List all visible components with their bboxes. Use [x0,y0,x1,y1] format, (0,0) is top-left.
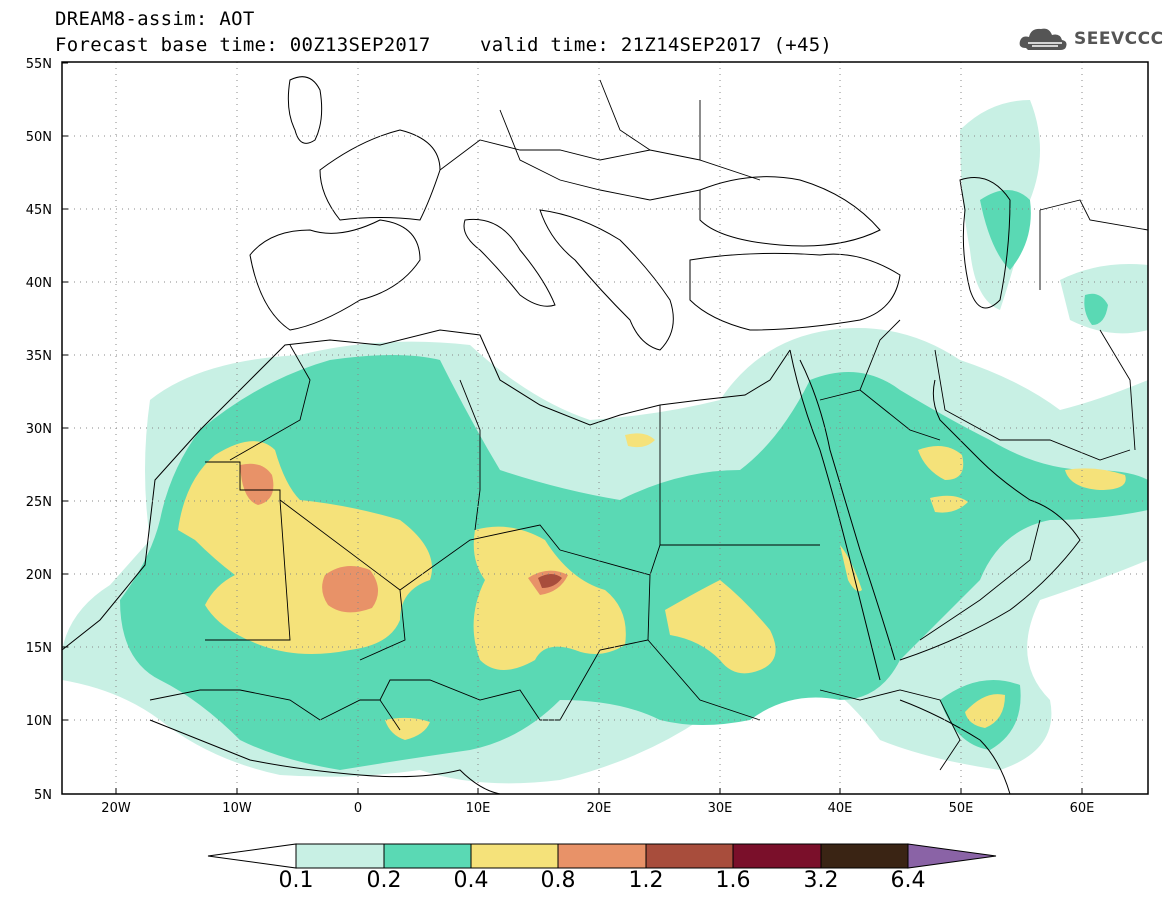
coastline-turkey [689,252,901,331]
border-morocco-algeria [229,344,311,461]
aot-band-0-4-libya [625,433,655,448]
coastline-horn [899,699,1011,794]
border-saudi-north [819,389,941,441]
map-title: DREAM8-assim: AOT [55,8,255,30]
colorbar-swatch [645,843,734,869]
latitude-labels: 5N 10N 15N 20N 25N 30N 35N 40N 45N 50N 5… [26,57,52,803]
coastline-france [319,129,441,221]
lon-label: 10W [222,801,252,816]
logo-text: SEEVCCC [1074,29,1164,49]
coastline-redsea-east [799,359,896,661]
colorbar-label: 0.8 [540,868,576,893]
aot-band-0-8-mali [322,566,379,613]
border-afghan [1099,329,1136,451]
coastline-north-africa [62,329,791,651]
colorbar-swatch [383,843,472,869]
border-algeria-libya [459,379,481,531]
colorbar-label: 1.2 [628,868,664,893]
aot-band-0-4-redsea [840,545,862,592]
coastline-gulf-of-guinea [149,719,501,794]
seevccc-logo: SEEVCCC [1018,24,1164,54]
aot-band-0-2 [120,355,1148,770]
colorbar-arrow-high [907,843,997,869]
country-borders [149,79,1148,771]
aot-band-0-4-nigeria [385,717,430,740]
colorbar-label: 0.2 [366,868,402,893]
colorbar-label: 0.1 [278,868,314,893]
lon-label: 0 [354,801,362,816]
lat-label: 55N [26,57,52,72]
lon-label: 30E [708,801,733,816]
border-iraq [859,319,901,391]
coastline-italy [463,218,556,307]
lat-label: 10N [26,714,52,729]
aot-band-0-8-mauritania [240,463,274,505]
colorbar-swatch [470,843,559,869]
border-iran [934,349,1131,461]
lat-label: 45N [26,203,52,218]
colorbar [207,843,997,869]
colorbar-swatch [820,843,909,869]
coastline-blacksea [699,176,881,247]
coastline-iberia [249,219,421,331]
border-mali-niger [359,589,406,661]
colorbar-label: 1.6 [715,868,751,893]
colorbar-swatch [557,843,647,869]
colorbar-swatch [295,843,385,869]
lat-label: 25N [26,495,52,510]
aot-band-0-2-turkmen [1084,293,1108,325]
longitude-labels: 20W 10W 0 10E 20E 30E 40E 50E 60E [101,801,1094,816]
colorbar-label: 6.4 [890,868,926,893]
border-europe-3 [599,79,761,181]
valid-time: valid time: 21Z14SEP2017 (+45) [480,34,833,56]
border-europe-1 [439,139,701,171]
coastline-uk [287,76,323,144]
lon-label: 20W [101,801,131,816]
lon-label: 60E [1070,801,1095,816]
lat-label: 30N [26,422,52,437]
border-nigeria [379,679,560,721]
aot-contours [62,100,1148,784]
aot-band-0-4-iran [1065,468,1126,490]
coastline-caspian [959,177,1011,309]
colorbar-arrow-low [207,843,297,869]
aot-band-0-4-gulf [918,446,964,480]
axis-ticks [62,62,1083,795]
lon-label: 10E [466,801,491,816]
coastline-arabia [899,379,1081,661]
lon-label: 50E [949,801,974,816]
coastline-redsea-west [789,349,881,681]
border-ethiopia [819,689,961,771]
lat-label: 40N [26,276,52,291]
coastline-balkans-greece [539,209,674,351]
lat-label: 5N [34,788,52,803]
border-yemen [919,519,1041,641]
border-kazakh [1039,199,1148,290]
aot-band-0-1-east [1060,264,1148,334]
border-sudan [647,544,761,721]
forecast-base-time: Forecast base time: 00Z13SEP2017 [55,34,431,56]
border-mali-algeria [279,499,401,591]
lon-label: 40E [828,801,853,816]
lon-label: 20E [587,801,612,816]
aot-band-0-4-chad [473,526,626,670]
border-westafrica [149,689,401,731]
lat-label: 50N [26,130,52,145]
colorbar-label: 0.4 [453,868,489,893]
lat-label: 35N [26,349,52,364]
coastlines [62,76,1081,794]
colorbar-label: 3.2 [803,868,839,893]
colorbar-swatch [732,843,822,869]
border-mauritania [205,461,291,641]
aot-band-1-2-chad [538,574,562,588]
graticule [62,62,1148,794]
aot-band-0-4-gulf2 [930,495,968,513]
border-europe-2 [499,109,701,201]
aot-band-0-2-caspian [980,190,1031,270]
border-niger-libya [399,524,561,591]
cloud-logo-icon [1019,28,1067,50]
lat-label: 20N [26,568,52,583]
lat-label: 15N [26,641,52,656]
